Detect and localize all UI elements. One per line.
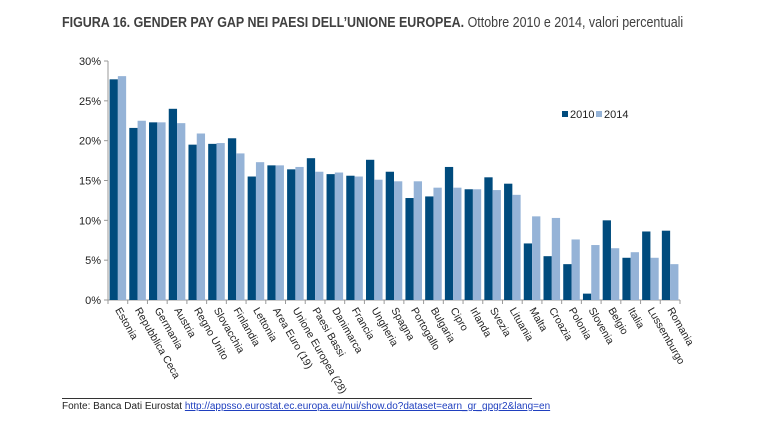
bar-2010-slovenia: [582, 293, 592, 300]
bar-2014-area-euro-19-: [275, 165, 284, 300]
bar-2010-lussemburgo: [642, 231, 651, 300]
bar-2014-italia: [630, 252, 639, 300]
y-tick-label: 25%: [79, 96, 101, 108]
bar-2010-spagna: [385, 171, 394, 300]
bar-2014-croazia: [551, 217, 561, 300]
bar-2010-austria: [168, 108, 178, 300]
source-label: Fonte: Banca Dati Eurostat: [62, 401, 183, 412]
bar-2010-germania: [149, 122, 158, 301]
bar-2010-ungheria: [365, 159, 375, 300]
y-tick-label: 0%: [85, 295, 101, 307]
y-tick-label: 10%: [79, 215, 101, 227]
source-footer: Fonte: Banca Dati Eurostat http://appsso…: [62, 398, 550, 412]
bar-2014-portogallo: [413, 181, 423, 300]
bar-2014-svezia: [492, 190, 501, 300]
legend-label-2014: 2014: [604, 109, 628, 121]
bar-2014-unione-europea-28-: [295, 166, 304, 300]
bar-2014-lituania: [512, 194, 521, 300]
bar-2014-belgio: [610, 248, 620, 300]
bar-2010-slovacchia: [208, 143, 217, 300]
bar-2010-paesi-bassi: [306, 158, 316, 300]
bar-2014-malta: [532, 216, 541, 300]
source-link[interactable]: http://appsso.eurostat.ec.europa.eu/nui/…: [184, 401, 551, 412]
bar-2014-lussemburgo: [650, 257, 659, 300]
bar-2014-lettonia: [255, 162, 265, 300]
bar-2010-polonia: [563, 264, 572, 300]
bar-2014-cipro: [453, 187, 462, 300]
bar-2014-polonia: [571, 239, 580, 300]
bar-2014-romania: [670, 264, 679, 300]
bar-2014-austria: [177, 123, 186, 300]
bar-2010-finlandia: [227, 138, 237, 300]
chart-title: FIGURA 16. GENDER PAY GAP NEI PAESI DELL…: [62, 15, 683, 31]
legend-swatch-2010: [562, 111, 568, 117]
y-tick-label: 5%: [85, 255, 101, 267]
bar-2010-area-euro-19-: [267, 165, 276, 300]
bar-2010-lituania: [504, 183, 513, 300]
bar-2010-bulgaria: [425, 196, 434, 300]
bar-2014-repubblica-ceca: [137, 120, 146, 300]
bar-2010-irlanda: [464, 189, 473, 300]
bar-2014-ungheria: [374, 179, 383, 300]
bar-2014-regno-unito: [196, 133, 206, 300]
bar-2014-bulgaria: [433, 187, 442, 300]
bar-2010-romania: [661, 230, 671, 300]
bar-2014-slovacchia: [216, 143, 225, 300]
bar-2010-svezia: [484, 177, 493, 300]
bar-2014-paesi-bassi: [315, 171, 324, 300]
bar-2010-belgio: [602, 220, 611, 300]
bar-2014-francia: [354, 176, 363, 300]
bar-2014-irlanda: [472, 189, 482, 300]
bar-2010-lettonia: [247, 176, 256, 300]
bar-2010-repubblica-ceca: [129, 127, 138, 300]
bar-2010-unione-europea-28-: [287, 169, 296, 300]
y-tick-label: 20%: [79, 136, 101, 148]
bar-2010-portogallo: [405, 198, 414, 300]
y-tick-label: 15%: [79, 176, 101, 188]
title-subtitle: Ottobre 2010 e 2014, valori percentuali: [467, 15, 684, 31]
legend-swatch-2014: [596, 111, 602, 117]
legend-label-2010: 2010: [570, 109, 594, 121]
title-bold: FIGURA 16. GENDER PAY GAP NEI PAESI DELL…: [62, 15, 465, 31]
bar-2014-germania: [157, 122, 166, 301]
bar-2010-croazia: [543, 256, 552, 300]
bar-2014-danimarca: [334, 172, 344, 300]
bar-2014-slovenia: [591, 245, 600, 300]
bar-2010-italia: [622, 257, 631, 300]
bar-2014-spagna: [394, 181, 403, 300]
bar-2010-malta: [523, 243, 533, 300]
bar-2010-estonia: [109, 79, 118, 300]
bar-2014-estonia: [117, 76, 127, 301]
bar-2010-francia: [346, 175, 355, 300]
bar-2010-danimarca: [326, 174, 335, 300]
y-tick-label: 30%: [79, 56, 101, 68]
bar-2010-cipro: [444, 166, 454, 300]
bar-2010-regno-unito: [188, 144, 197, 300]
bar-2014-finlandia: [236, 153, 245, 300]
